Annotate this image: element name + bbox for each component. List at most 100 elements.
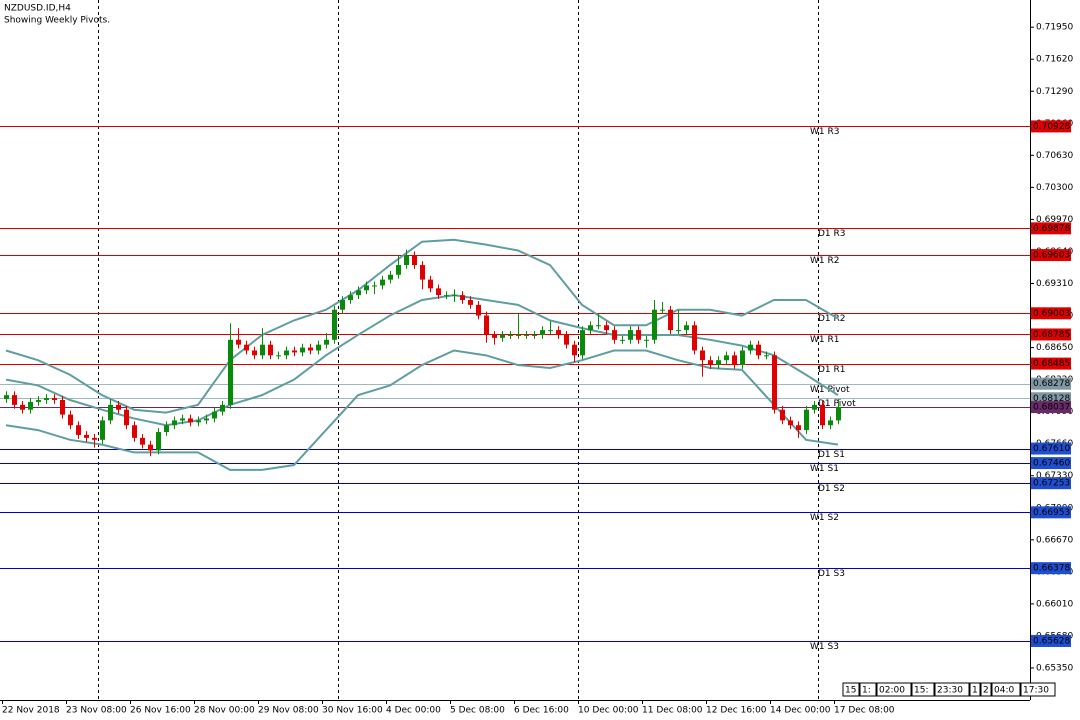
- candle-body: [548, 330, 553, 332]
- candle-body: [100, 420, 105, 440]
- y-tick-label: 0.70300: [1036, 183, 1073, 193]
- candle-body: [588, 325, 593, 331]
- chart-subtitle: Showing Weekly Pivots.: [4, 16, 110, 26]
- candle-body: [652, 309, 657, 340]
- y-tick-label: 0.68650: [1036, 343, 1073, 353]
- y-tick-label: 0.70630: [1036, 151, 1073, 161]
- pivot-name: W1 R2: [810, 256, 839, 266]
- candle-body: [380, 279, 385, 286]
- candle-body: [740, 350, 745, 366]
- candle-body: [476, 304, 481, 316]
- candle-body: [452, 295, 457, 297]
- price-box: [1031, 506, 1071, 519]
- candle-body: [564, 334, 569, 345]
- candle-body: [4, 395, 9, 400]
- price-box: [1031, 357, 1071, 370]
- price-box-label: 0.67460: [1033, 459, 1070, 469]
- candle-body: [52, 398, 57, 400]
- candle-body: [596, 325, 601, 327]
- price-box: [1031, 222, 1071, 235]
- candle-body: [788, 420, 793, 426]
- price-box: [1031, 562, 1071, 575]
- price-box-label: 0.68278: [1033, 379, 1070, 389]
- candle-body: [276, 355, 281, 357]
- candle-body: [484, 315, 489, 335]
- x-tick-label: 12 Dec 16:00: [706, 706, 767, 716]
- band-middle: [5, 294, 839, 427]
- scroll-box-label: 15:: [914, 686, 928, 696]
- candle-body: [300, 347, 305, 353]
- candle-body: [244, 344, 249, 351]
- candle-body: [812, 404, 817, 410]
- price-box-label: 0.70928: [1033, 122, 1070, 132]
- price-box: [1031, 377, 1071, 390]
- price-box-label: 0.68037: [1033, 403, 1070, 413]
- x-tick-label: 23 Nov 08:00: [66, 706, 127, 716]
- candle-body: [36, 400, 41, 402]
- candle-body: [724, 355, 729, 361]
- candle-body: [828, 420, 833, 426]
- x-tick-label: 17 Dec 08:00: [834, 706, 895, 716]
- candle-body: [644, 339, 649, 341]
- pivot-name: D1 R3: [818, 229, 846, 239]
- band-upper: [5, 238, 839, 414]
- price-box: [1031, 457, 1071, 470]
- candle-body: [356, 290, 361, 296]
- candle-body: [436, 288, 441, 296]
- candle-body: [732, 355, 737, 366]
- candle-body: [28, 401, 33, 410]
- candle-body: [92, 437, 97, 440]
- candle-body: [84, 434, 89, 438]
- candle-body: [252, 350, 257, 356]
- candle-body: [76, 425, 81, 435]
- candle-body: [500, 334, 505, 338]
- x-tick-label: 30 Nov 16:00: [322, 706, 383, 716]
- candle-body: [204, 418, 209, 421]
- candle-body: [532, 334, 537, 336]
- candle-body: [764, 355, 769, 357]
- candle-body: [580, 330, 585, 356]
- candle-body: [612, 330, 617, 340]
- x-tick-label: 5 Dec 08:00: [450, 706, 505, 716]
- price-box: [1031, 442, 1071, 455]
- x-tick-label: 10 Dec 00:00: [578, 706, 639, 716]
- x-tick-label: 4 Dec 00:00: [386, 706, 441, 716]
- candle-body: [420, 265, 425, 280]
- candle-body: [324, 339, 329, 345]
- candle-body: [604, 325, 609, 331]
- scroll-box: [934, 682, 970, 697]
- scroll-box: [1020, 682, 1056, 697]
- candle-body: [628, 330, 633, 340]
- candle-body: [124, 409, 129, 426]
- pivot-name: D1 S3: [818, 569, 845, 579]
- candle-body: [692, 325, 697, 351]
- candle-body: [316, 344, 321, 351]
- pivot-name: W1 S1: [810, 464, 839, 474]
- price-box: [1031, 401, 1071, 414]
- chart-title: NZDUSD.ID,H4: [4, 4, 71, 14]
- scroll-box: [980, 682, 992, 697]
- y-tick-label: 0.66670: [1036, 535, 1073, 545]
- scroll-box: [876, 682, 912, 697]
- candle-body: [196, 420, 201, 423]
- x-tick-label: 6 Dec 16:00: [514, 706, 569, 716]
- price-box-label: 0.69878: [1033, 224, 1070, 234]
- candle-body: [540, 330, 545, 335]
- x-tick-label: 28 Nov 00:00: [194, 706, 255, 716]
- candle-body: [236, 339, 241, 345]
- candle-body: [388, 274, 393, 280]
- price-box: [1031, 249, 1071, 262]
- candle-body: [396, 265, 401, 275]
- scroll-box-label: 1:: [862, 686, 871, 696]
- scroll-box-label: 1: [972, 686, 978, 696]
- scroll-box: [969, 682, 981, 697]
- candle-body: [700, 350, 705, 361]
- candle-body: [260, 344, 265, 356]
- candle-body: [660, 309, 665, 311]
- y-tick-label: 0.71290: [1036, 87, 1073, 97]
- x-tick-label: 26 Nov 16:00: [130, 706, 191, 716]
- candle-body: [460, 295, 465, 300]
- candle-body: [364, 285, 369, 291]
- candle-body: [172, 420, 177, 426]
